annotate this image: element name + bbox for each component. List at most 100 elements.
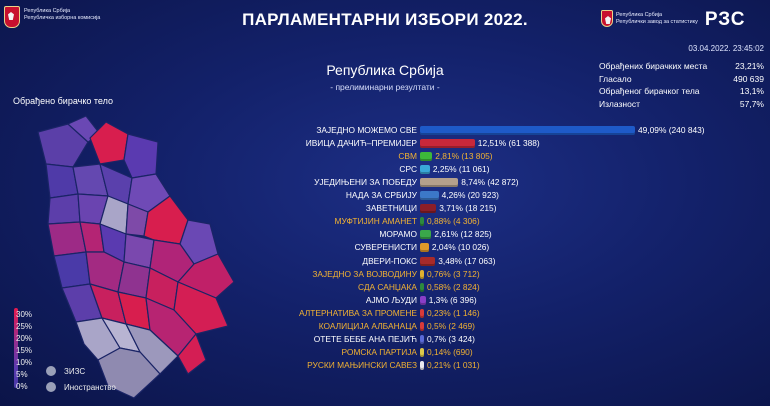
- scale-label: 30%: [16, 310, 33, 319]
- result-value: 2,61% (12 825): [434, 229, 492, 240]
- result-bar: [420, 243, 429, 253]
- result-row: СУВЕРЕНИСТИ 2,04% (10 026): [240, 241, 770, 254]
- scale-label: 10%: [16, 358, 33, 367]
- result-row: НАДА ЗА СРБИЈУ 4,26% (20 923): [240, 189, 770, 202]
- serbia-district-map[interactable]: [28, 112, 258, 404]
- result-bar: [420, 360, 424, 370]
- scale-label: 15%: [16, 346, 33, 355]
- legend-label: Иностранство: [64, 382, 116, 392]
- result-row: ЗАЈЕДНО МОЖЕМО СВЕ 49,09% (240 843): [240, 124, 770, 137]
- result-bar: [420, 204, 437, 214]
- timestamp: 03.04.2022. 23:45:02: [688, 44, 764, 53]
- party-name: СУВЕРЕНИСТИ: [354, 242, 417, 253]
- stat-label: Гласало: [599, 73, 632, 84]
- scale-label: 0%: [16, 382, 28, 391]
- map-district: [125, 323, 179, 375]
- party-name: РОМСКА ПАРТИЈА: [341, 346, 417, 357]
- result-bar: [420, 139, 475, 149]
- party-name: МУФТИЈИН АМАНЕТ: [334, 216, 417, 227]
- stat-value: 57,7%: [739, 98, 764, 109]
- result-value: 0,58% (2 824): [427, 281, 480, 292]
- result-row: ИВИЦА ДАЧИЋ–ПРЕМИЈЕР 12,51% (61 388): [240, 137, 770, 150]
- rzs-logo: Република Србија Републички завод за ста…: [601, 10, 745, 30]
- result-bar: [420, 152, 433, 162]
- legend-zizs: ЗИЗС: [46, 366, 85, 376]
- map-district: [37, 123, 89, 168]
- party-name: СДА САНЏАКА: [357, 281, 417, 292]
- result-row: МУФТИЈИН АМАНЕТ 0,88% (4 306): [240, 215, 770, 228]
- map-district: [173, 281, 229, 335]
- result-row: АЈМО ЉУДИ 1,3% (6 396): [240, 294, 770, 307]
- map-district: [177, 333, 207, 375]
- result-value: 0,88% (4 306): [427, 216, 480, 227]
- result-bar: [420, 126, 635, 135]
- map-district: [97, 347, 161, 399]
- result-bar: [420, 321, 424, 331]
- result-row: АЛТЕРНАТИВА ЗА ПРОМЕНЕ 0,23% (1 146): [240, 307, 770, 320]
- result-row: СДА САНЏАКА 0,58% (2 824): [240, 281, 770, 294]
- stats-panel: Обрађених бирачких места 23,21% Гласало …: [599, 60, 764, 110]
- result-bar: [420, 256, 436, 266]
- rzs-mark: РЗС: [704, 9, 746, 30]
- color-scale: [14, 308, 18, 388]
- rzs-logo-line2: Републички завод за статистику: [616, 19, 698, 25]
- result-bar: [420, 295, 426, 305]
- map-district: [177, 253, 235, 299]
- result-row: СВМ 2,81% (13 805): [240, 150, 770, 163]
- region-title: Република Србија: [326, 62, 444, 78]
- result-value: 1,3% (6 396): [428, 294, 477, 305]
- result-bar: [420, 347, 424, 357]
- scale-label: 5%: [16, 370, 28, 379]
- scale-label: 25%: [16, 322, 33, 331]
- result-row: ЗАВЕТНИЦИ 3,71% (18 215): [240, 202, 770, 215]
- result-bar: [420, 217, 424, 227]
- result-bar: [420, 269, 424, 279]
- map-district: [47, 193, 81, 225]
- stat-value: 13,1%: [739, 86, 764, 96]
- party-name: ЗАЈЕДНО ЗА ВОЈВОДИНУ: [312, 268, 417, 279]
- party-name: ОТЕТЕ БЕБЕ АНА ПЕЈИЋ: [313, 333, 417, 344]
- party-name: МОРАМО: [379, 229, 417, 240]
- party-name: АЈМО ЉУДИ: [365, 294, 417, 305]
- result-value: 0,7% (3 424): [427, 333, 475, 344]
- result-value: 0,23% (1 146): [427, 307, 480, 318]
- rzs-logo-line1: Република Србија: [616, 12, 663, 18]
- rik-logo-line1: Република Србија: [24, 8, 71, 14]
- map-district: [123, 133, 159, 179]
- result-value: 3,71% (18 215): [439, 203, 497, 214]
- result-row: ЗАЈЕДНО ЗА ВОЈВОДИНУ 0,76% (3 712): [240, 268, 770, 281]
- party-name: СРС: [399, 164, 417, 175]
- stat-voted: Гласало 490 639: [599, 73, 764, 86]
- result-value: 12,51% (61 388): [477, 138, 540, 149]
- result-row: РУСКИ МАЊИНСКИ САВЕЗ 0,21% (1 031): [240, 359, 770, 372]
- result-bar: [420, 308, 424, 318]
- map-title: Обрађено бирачко тело: [13, 96, 113, 106]
- result-value: 0,5% (2 469): [427, 320, 475, 331]
- rik-logo: Република Србија Републичка изборна коми…: [4, 6, 100, 28]
- map-district: [53, 251, 91, 289]
- coat-of-arms-icon: [4, 6, 20, 28]
- stat-label: Излазност: [599, 98, 640, 109]
- result-row: ОТЕТЕ БЕБЕ АНА ПЕЈИЋ 0,7% (3 424): [240, 333, 770, 346]
- party-name: ИВИЦА ДАЧИЋ–ПРЕМИЈЕР: [305, 138, 417, 149]
- party-name: НАДА ЗА СРБИЈУ: [345, 190, 417, 201]
- result-value: 0,76% (3 712): [427, 268, 480, 279]
- map-district: [47, 221, 87, 257]
- result-row: СРС 2,25% (11 061): [240, 163, 770, 176]
- result-value: 4,26% (20 923): [441, 190, 499, 201]
- result-row: УЈЕДИЊЕНИ ЗА ПОБЕДУ 8,74% (42 872): [240, 176, 770, 189]
- legend-label: ЗИЗС: [64, 366, 86, 376]
- stat-label: Обрађених бирачких места: [599, 61, 708, 71]
- abroad-dot-icon: [46, 382, 56, 392]
- result-bar: [420, 230, 432, 240]
- coat-of-arms-icon: [601, 10, 613, 27]
- page-title: ПАРЛАМЕНТАРНИ ИЗБОРИ 2022.: [242, 10, 528, 29]
- stat-processed-electorate: Обрађеног бирачког тела 13,1%: [599, 85, 764, 98]
- stat-turnout: Излазност 57,7%: [599, 98, 764, 111]
- result-value: 0,21% (1 031): [427, 359, 480, 370]
- party-name: ДВЕРИ-ПОКС: [362, 255, 417, 266]
- party-name: ЗАВЕТНИЦИ: [365, 203, 417, 214]
- stat-value: 490 639: [733, 73, 764, 84]
- result-row: ДВЕРИ-ПОКС 3,48% (17 063): [240, 255, 770, 268]
- preliminary-note: - прелиминарни резултати -: [330, 82, 440, 92]
